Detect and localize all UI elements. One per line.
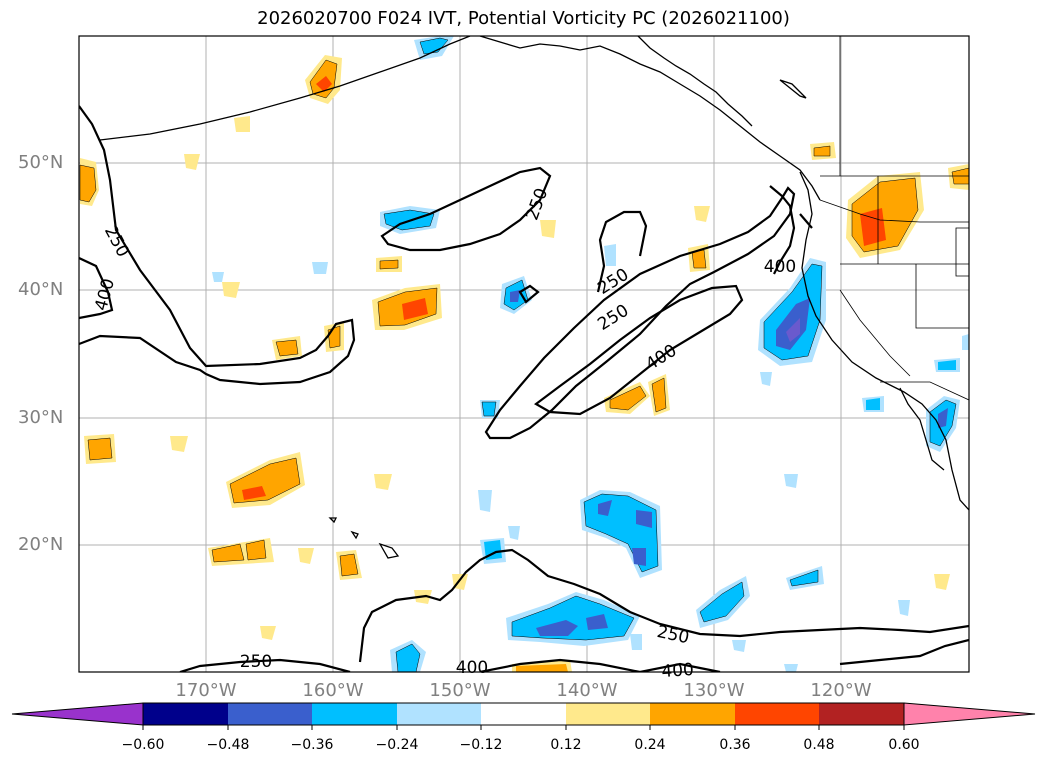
political-borders bbox=[819, 36, 969, 401]
contour-label: 400 bbox=[661, 660, 695, 682]
colorbar-extend-right bbox=[903, 702, 1036, 726]
lon-label-170w: 170°W bbox=[175, 680, 237, 701]
colorbar-extend-left bbox=[11, 702, 144, 726]
coastlines bbox=[99, 36, 969, 559]
lat-label-30n: 30°N bbox=[18, 407, 64, 428]
colorbar-tick: 0.36 bbox=[719, 737, 751, 753]
colorbar-tick: 0.12 bbox=[550, 737, 582, 753]
positive-pv-anomalies bbox=[79, 55, 969, 672]
map-border bbox=[78, 35, 970, 673]
lon-label-130w: 130°W bbox=[683, 680, 745, 701]
lat-label-40n: 40°N bbox=[18, 279, 64, 300]
colorbar-tick: 0.60 bbox=[888, 737, 920, 753]
colorbar-tick: 0.24 bbox=[634, 737, 666, 753]
lat-label-20n: 20°N bbox=[18, 534, 64, 555]
colorbar-tick: −0.12 bbox=[459, 737, 503, 753]
negative-pv-anomalies bbox=[212, 36, 969, 672]
contour-label: 400 bbox=[456, 658, 488, 678]
map-frame bbox=[79, 36, 969, 672]
colorbar bbox=[11, 702, 1036, 730]
lat-label-50n: 50°N bbox=[18, 152, 64, 173]
lon-label-150w: 150°W bbox=[429, 680, 491, 701]
contour-label: 400 bbox=[764, 257, 796, 277]
colorbar-tick: −0.36 bbox=[290, 737, 334, 753]
colorbar-tick: 0.48 bbox=[803, 737, 835, 753]
lon-label-140w: 140°W bbox=[556, 680, 618, 701]
contour-label: 250 bbox=[240, 652, 272, 672]
colorbar-tick: −0.48 bbox=[206, 737, 250, 753]
map-title: 2026020700 F024 IVT, Potential Vorticity… bbox=[257, 8, 790, 29]
lon-label-120w: 120°W bbox=[810, 680, 872, 701]
colorbar-tick: −0.60 bbox=[121, 737, 165, 753]
lon-label-160w: 160°W bbox=[302, 680, 364, 701]
colorbar-tick: −0.24 bbox=[375, 737, 419, 753]
ivt-contours bbox=[79, 105, 969, 672]
